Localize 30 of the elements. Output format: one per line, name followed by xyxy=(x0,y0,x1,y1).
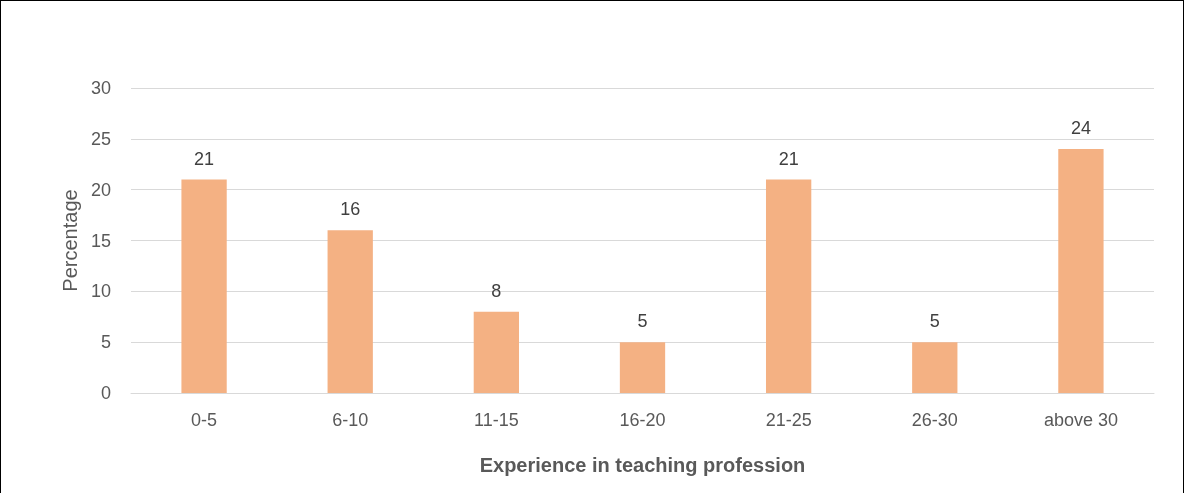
y-tick-label: 25 xyxy=(90,128,111,149)
data-label: 16 xyxy=(340,199,361,220)
data-label: 21 xyxy=(778,148,799,169)
bar xyxy=(1058,149,1104,393)
data-label: 21 xyxy=(194,148,215,169)
bar xyxy=(473,311,520,393)
bar xyxy=(619,342,666,393)
x-tick-label: 0-5 xyxy=(191,410,218,430)
x-tick-label: 21-25 xyxy=(765,410,812,430)
x-tick-label: 6-10 xyxy=(332,410,369,430)
data-label: 5 xyxy=(929,311,940,332)
y-tick-label: 10 xyxy=(90,281,111,302)
data-label: 24 xyxy=(1070,118,1091,138)
y-tick-label: 20 xyxy=(90,179,111,200)
x-axis-title: Experience in teaching profession xyxy=(479,454,806,476)
bar xyxy=(765,179,812,393)
x-tick-label: above 30 xyxy=(1043,410,1118,430)
x-tick-label: 11-15 xyxy=(474,410,519,430)
y-axis-title: Percentage xyxy=(59,189,82,292)
y-tick-label: 30 xyxy=(90,78,111,98)
data-label: 8 xyxy=(491,280,502,301)
y-tick-label: 0 xyxy=(100,383,111,403)
y-tick-label: 15 xyxy=(90,230,111,251)
x-tick-label: 26-30 xyxy=(911,410,958,430)
bar xyxy=(327,230,373,393)
bar xyxy=(912,342,958,393)
y-tick-label: 5 xyxy=(100,332,111,353)
bar xyxy=(181,179,227,393)
data-label: 5 xyxy=(637,311,648,332)
x-tick-label: 16-20 xyxy=(619,410,666,430)
